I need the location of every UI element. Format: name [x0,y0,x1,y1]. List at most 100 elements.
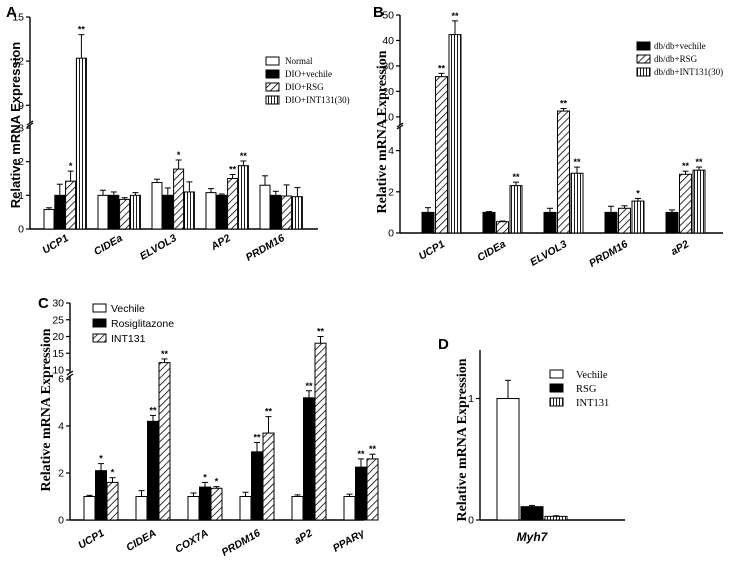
panel-c-ytick-lower-0: 0 [58,515,64,527]
legend-label-dio-vechile: DIO+vechile [285,69,332,79]
legend-swatch-rosiglitazone [92,318,107,328]
panel-b-axis-break-upper [396,122,404,128]
panel-c-bar-ppar-int131-sig: ** [369,444,377,454]
panel-a-bar-ap2-normal [205,192,217,230]
panel-a-bar-prdm16-dio-rsg [281,195,293,230]
panel-a-bar-ap2-dio-rsg [227,178,239,230]
panel-b-bar-elvol3-db-db-int131-30- [570,172,584,234]
legend-label-dbdb-int131: db/db+INT131(30) [654,67,723,77]
panel-a-bar-elvol3-dio-vechile [162,194,174,230]
panel-a-bar-elvol3-dio-rsg-sig: * [177,150,181,160]
panel-c-bar-ppar-rosiglitazone [355,466,367,521]
panel-b-xtick-0: UCP1 [417,238,447,262]
panel-c-bar-prdm16-rosiglitazone [251,451,263,521]
panel-c-xtick-3: PRDM16 [220,527,263,559]
panel-d-bar-myh7-vechile [496,398,520,521]
panel-c-bar-ucp1-int131-sig: * [111,468,115,478]
legend-label-dbdb-vechile: db/db+vechile [654,41,706,51]
panel-c-bar-ap2-vechile [291,496,304,521]
panel-c-ytick-upper-4: 30 [52,298,64,310]
panel-b-bar-prdm16-db-db-vechile [604,211,618,234]
panel-d-bar-myh7-rsg [520,506,544,521]
panel-c-ytick-lower-2: 4 [58,421,64,433]
panel-b-bar-cidea-db-db-int131-30- [509,185,523,234]
panel-b-ylabel: Relative mRNA Expression [375,50,390,213]
legend-label-normal: Normal [285,56,313,66]
panel-c-bar-ap2-rosiglitazone [303,397,315,521]
legend-label-dbdb-rsg: db/db+RSG [654,54,698,64]
panel-a-bar-cidea-dio-vechile [108,194,120,230]
panel-a-bar-cidea-dio-rsg [119,198,131,230]
legend-swatch-dbdb-rsg [636,54,651,64]
panel-c-bar-cox7a-rosiglitazone-sig: * [203,472,207,482]
panel-c-bar-cidea-int131 [158,362,171,521]
panel-c-axis-break-lower [66,373,74,379]
panel-a-ytick-upper-1: 12 [12,56,24,68]
panel-a-bar-cidea-dio-int131-30- [129,194,141,230]
panel-a-xtick-1: CIDEa [92,232,125,258]
panel-a-ytick-lower-0: 0 [18,224,24,236]
panel-a-bar-cidea-normal [97,194,109,230]
panel-c-xtick-2: COX7A [173,527,210,555]
panel-d-letter: D [438,336,449,353]
panel-d: D Relative mRNA Expression Vechile RSG I… [438,336,625,544]
panel-b-axis-break-lower [396,124,404,130]
panel-b-letter: B [373,4,384,21]
panel-b-xtick-1: CIDEa [475,238,508,264]
panel-c-bar-prdm16-int131-sig: ** [265,407,273,417]
panel-c-bar-cox7a-vechile [187,496,200,521]
panel-a-bar-prdm16-dio-vechile [270,194,282,230]
legend-label-vechile: Vechile [111,303,145,315]
panel-d-xtick-0: Myh7 [517,530,549,544]
panel-d-ytick-1: 1 [468,393,474,405]
panel-a-xtick-2: ELVOL3 [138,232,179,263]
panel-a-bar-ap2-dio-vechile [216,194,228,230]
panel-b-ytick-lower-2: 4 [388,145,394,157]
legend-label-dio-int131: DIO+INT131(30) [285,95,350,105]
panel-c-ylabel: Relative mRNA Expression [39,328,54,491]
panel-b-xtick-3: PRDM16 [587,238,630,270]
panel-c-bar-ppar-vechile [343,496,356,521]
panel-b-ytick-lower-1: 2 [388,186,394,198]
panel-b-bar-cidea-db-db-int131-30--sig: ** [512,172,520,182]
panel-a-ylabel: Relative mRNA Expression [8,42,23,208]
panel-c-xtick-5: PPARγ [331,527,368,555]
panel-b-bar-ucp1-db-db-int131-30- [448,34,462,234]
panel-a-bar-ucp1-dio-rsg-sig: * [69,161,73,171]
legend-swatch-d-rsg [549,383,564,393]
panel-c-bar-ppar-rosiglitazone-sig: ** [357,449,365,459]
panel-c-bar-ppar-int131 [366,458,379,521]
panel-a-ytick-lower-2: 2 [18,156,24,168]
panel-a-bar-prdm16-normal [259,184,271,230]
panel-c-bar-cox7a-rosiglitazone [199,486,211,521]
legend-swatch-d-int131 [549,397,564,407]
panel-b-xtick-2: ELVOL3 [528,238,569,269]
panel-b-ytick-upper-3: 40 [382,35,394,47]
panel-c-ytick-upper-3: 25 [52,314,64,326]
panel-c-ytick-upper-1: 15 [52,348,64,360]
panel-b-bar-ap2-db-db-rsg [679,173,692,234]
panel-b-ytick-lower-0: 0 [388,228,394,240]
panel-a-xtick-0: UCP1 [40,232,70,256]
panel-b-bar-prdm16-db-db-int131-30- [631,200,645,234]
panel-c-xtick-0: UCP1 [76,527,106,551]
legend-swatch-dbdb-int131 [636,67,651,77]
panel-a: A Relative mRNA Expression Normal DIO+ve… [6,4,350,264]
panel-c-bar-ucp1-vechile [83,496,96,521]
panel-b-bar-ucp1-db-db-rsg-sig: ** [438,63,446,73]
panel-c-letter: C [38,295,49,312]
panel-c-bar-ap2-rosiglitazone-sig: ** [305,381,313,391]
panel-c-bar-prdm16-rosiglitazone-sig: ** [253,432,261,442]
legend-swatch-vechile [92,303,107,313]
legend-swatch-dio-rsg [265,82,280,92]
panel-b-bar-elvol3-db-db-int131-30--sig: ** [573,157,581,167]
panel-c-bar-ucp1-rosiglitazone [95,470,107,521]
panel-c-axis-break-upper [66,370,74,376]
panel-b-bar-elvol3-db-db-rsg [557,110,570,234]
legend-label-dio-rsg: DIO+RSG [285,82,324,92]
panel-c-bar-cidea-vechile [135,496,148,521]
panel-c-bar-cidea-rosiglitazone [147,420,159,521]
panel-b-ytick-upper-4: 50 [382,10,394,22]
panel-c-bar-ucp1-int131 [106,481,119,521]
